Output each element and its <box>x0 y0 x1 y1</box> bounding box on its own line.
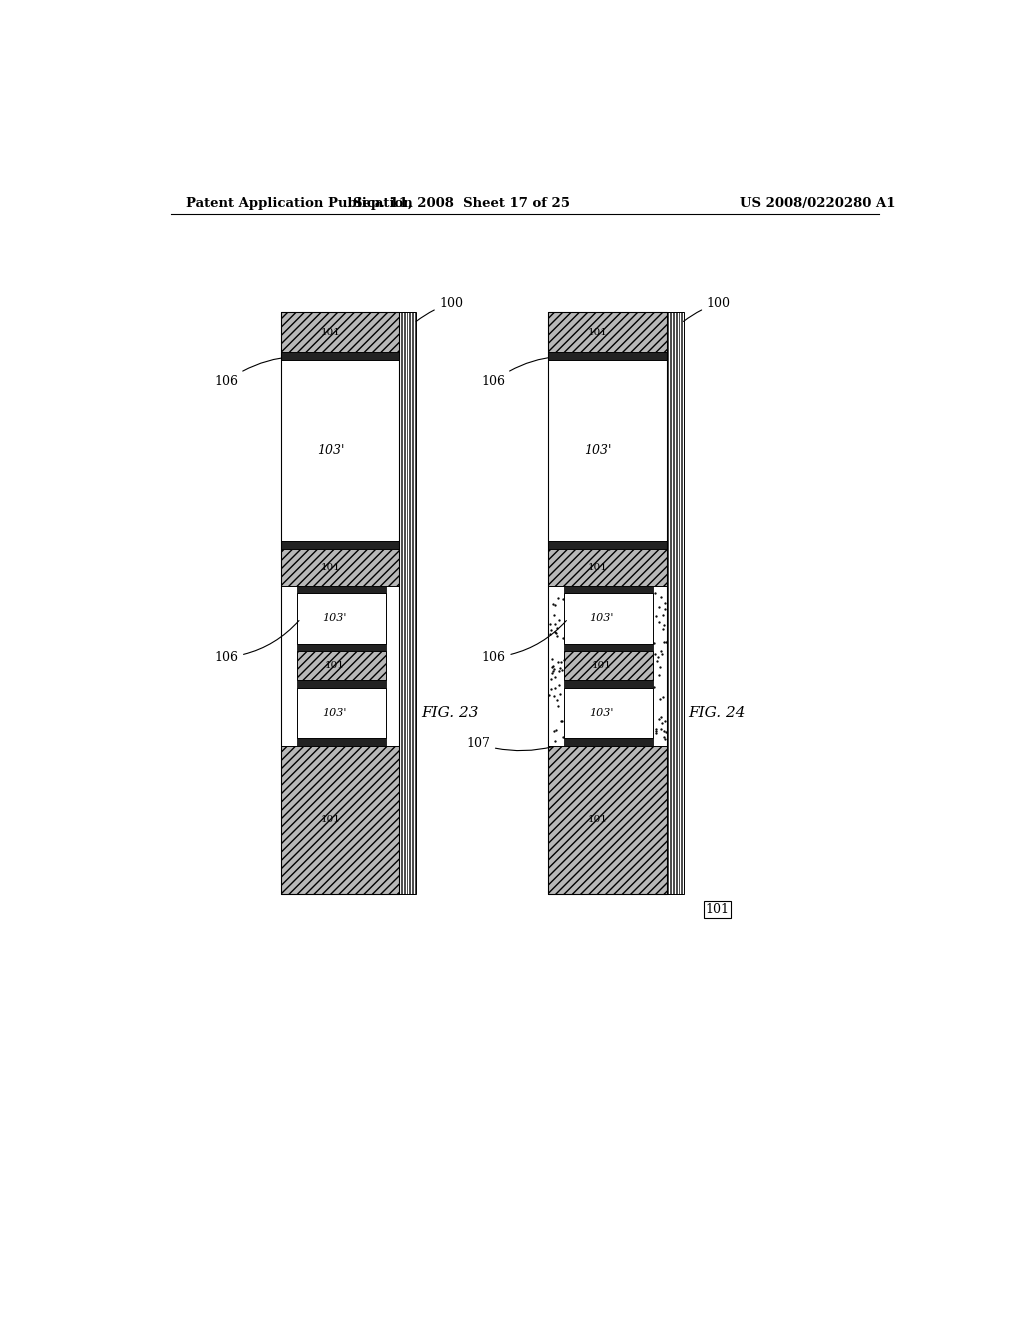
Text: 106: 106 <box>481 620 566 664</box>
Text: US 2008/0220280 A1: US 2008/0220280 A1 <box>740 197 896 210</box>
Bar <box>667 313 684 894</box>
Bar <box>548 586 564 746</box>
Text: 106: 106 <box>214 356 294 388</box>
Bar <box>297 594 386 644</box>
Text: 101: 101 <box>321 327 340 337</box>
Bar <box>548 313 667 894</box>
Bar <box>297 681 386 688</box>
Bar <box>281 313 399 894</box>
Text: 101: 101 <box>588 327 608 337</box>
Text: 103': 103' <box>323 709 346 718</box>
Text: 106: 106 <box>214 620 299 664</box>
Text: 103': 103' <box>590 709 614 718</box>
Bar <box>548 313 667 352</box>
Bar <box>564 681 653 688</box>
Text: 101: 101 <box>321 562 340 572</box>
Bar <box>297 738 386 746</box>
Text: 101: 101 <box>325 661 344 671</box>
Bar <box>564 644 653 651</box>
Text: 101: 101 <box>321 816 340 824</box>
Bar <box>548 360 667 541</box>
Bar <box>548 746 667 894</box>
Bar <box>564 586 653 594</box>
Text: Sep. 11, 2008  Sheet 17 of 25: Sep. 11, 2008 Sheet 17 of 25 <box>352 197 569 210</box>
Text: 107: 107 <box>466 737 553 751</box>
Bar <box>297 688 386 738</box>
Bar <box>281 549 399 586</box>
Bar <box>399 313 417 894</box>
Text: 100: 100 <box>683 297 731 322</box>
Text: 103': 103' <box>323 614 346 623</box>
Bar <box>653 586 667 746</box>
Text: 103': 103' <box>316 444 344 457</box>
Text: 101: 101 <box>588 816 608 824</box>
Bar <box>564 651 653 681</box>
Bar <box>548 352 667 360</box>
Text: FIG. 24: FIG. 24 <box>688 706 745 719</box>
Text: 101: 101 <box>706 903 729 916</box>
Bar <box>297 651 386 681</box>
Bar <box>281 352 399 360</box>
Bar <box>281 746 399 894</box>
Bar <box>281 541 399 549</box>
Text: 103': 103' <box>590 614 614 623</box>
Text: 106: 106 <box>481 356 557 388</box>
Bar <box>564 688 653 738</box>
Bar <box>281 360 399 541</box>
Text: 101: 101 <box>588 562 608 572</box>
Text: 101: 101 <box>592 661 611 671</box>
Bar <box>297 644 386 651</box>
Bar <box>564 738 653 746</box>
Bar <box>548 541 667 549</box>
Bar <box>564 594 653 644</box>
Text: 103': 103' <box>584 444 611 457</box>
Text: Patent Application Publication: Patent Application Publication <box>186 197 413 210</box>
Bar <box>548 549 667 586</box>
Bar <box>281 313 399 352</box>
Text: 100: 100 <box>416 297 464 322</box>
Bar <box>297 586 386 594</box>
Text: FIG. 23: FIG. 23 <box>421 706 478 719</box>
